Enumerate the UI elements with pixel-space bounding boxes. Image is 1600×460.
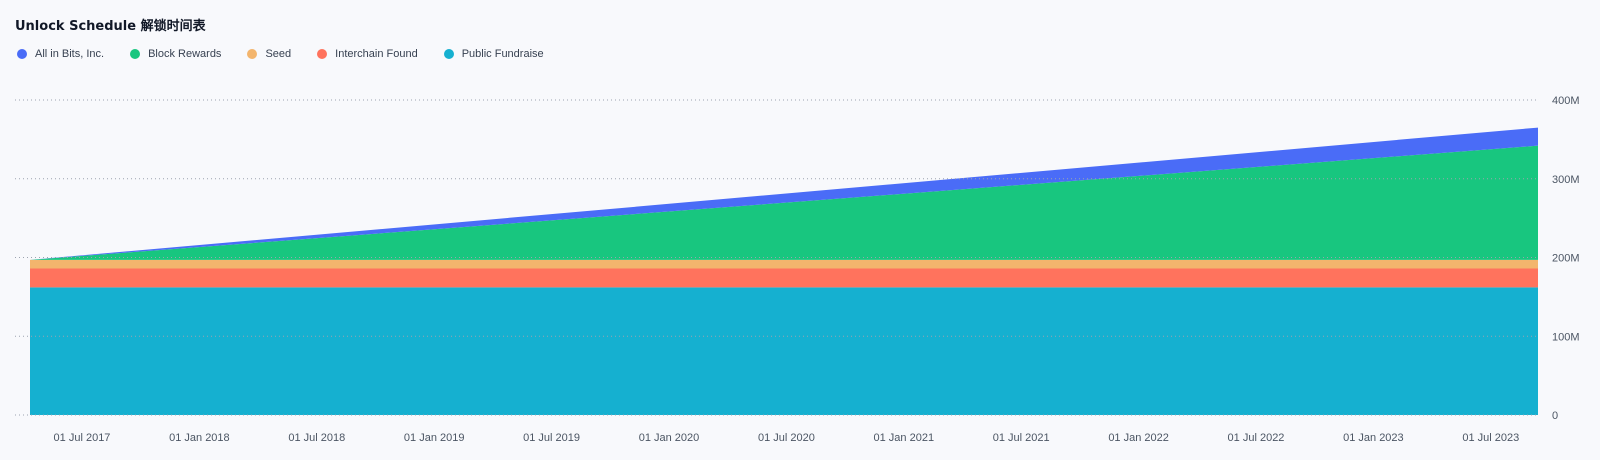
x-tick-label: 01 Jul 2020: [758, 432, 815, 444]
legend-dot-icon: [317, 49, 328, 59]
chart-legend: All in Bits, Inc. Block Rewards Seed Int…: [17, 48, 570, 60]
legend-label: Seed: [265, 48, 292, 60]
legend-label: All in Bits, Inc.: [35, 48, 105, 60]
y-tick-label: 200M: [1552, 253, 1580, 265]
legend-dot-icon: [17, 49, 27, 59]
legend-item-interchain-found[interactable]: Interchain Found: [317, 48, 418, 60]
x-tick-label: 01 Jul 2023: [1462, 432, 1519, 444]
x-tick-label: 01 Jan 2021: [874, 432, 935, 444]
x-tick-label: 01 Jan 2022: [1108, 432, 1169, 444]
x-tick-label: 01 Jul 2018: [288, 432, 345, 444]
legend-item-block-rewards[interactable]: Block Rewards: [130, 48, 221, 60]
x-tick-label: 01 Jul 2017: [54, 432, 111, 444]
x-tick-label: 01 Jul 2022: [1228, 432, 1285, 444]
legend-label: Interchain Found: [335, 48, 418, 60]
legend-label: Public Fundraise: [461, 48, 544, 60]
x-tick-label: 01 Jul 2019: [523, 432, 580, 444]
x-tick-label: 01 Jan 2023: [1343, 432, 1404, 444]
chart-title: Unlock Schedule 解锁时间表: [15, 19, 206, 34]
area-interchain-found: [30, 268, 1538, 288]
x-tick-label: 01 Jul 2021: [993, 432, 1050, 444]
x-tick-label: 01 Jan 2019: [404, 432, 465, 444]
legend-dot-icon: [443, 49, 454, 59]
x-tick-label: 01 Jan 2018: [169, 432, 230, 444]
y-tick-label: 400M: [1552, 95, 1580, 107]
x-tick-label: 01 Jan 2020: [639, 432, 700, 444]
area-all-in-bits-inc: [30, 127, 1538, 260]
area-public-fundraise: [30, 287, 1538, 415]
legend-dot-icon: [247, 49, 258, 59]
legend-item-all-in-bits[interactable]: All in Bits, Inc.: [17, 48, 104, 60]
area-seed: [30, 259, 1538, 269]
legend-label: Block Rewards: [148, 48, 222, 60]
y-tick-label: 0: [1552, 410, 1558, 422]
y-tick-label: 300M: [1552, 174, 1580, 186]
legend-item-public-fundraise[interactable]: Public Fundraise: [443, 48, 544, 60]
legend-dot-icon: [130, 49, 141, 59]
legend-item-seed[interactable]: Seed: [247, 48, 291, 60]
area-block-rewards: [30, 145, 1538, 260]
y-tick-label: 100M: [1552, 331, 1580, 343]
